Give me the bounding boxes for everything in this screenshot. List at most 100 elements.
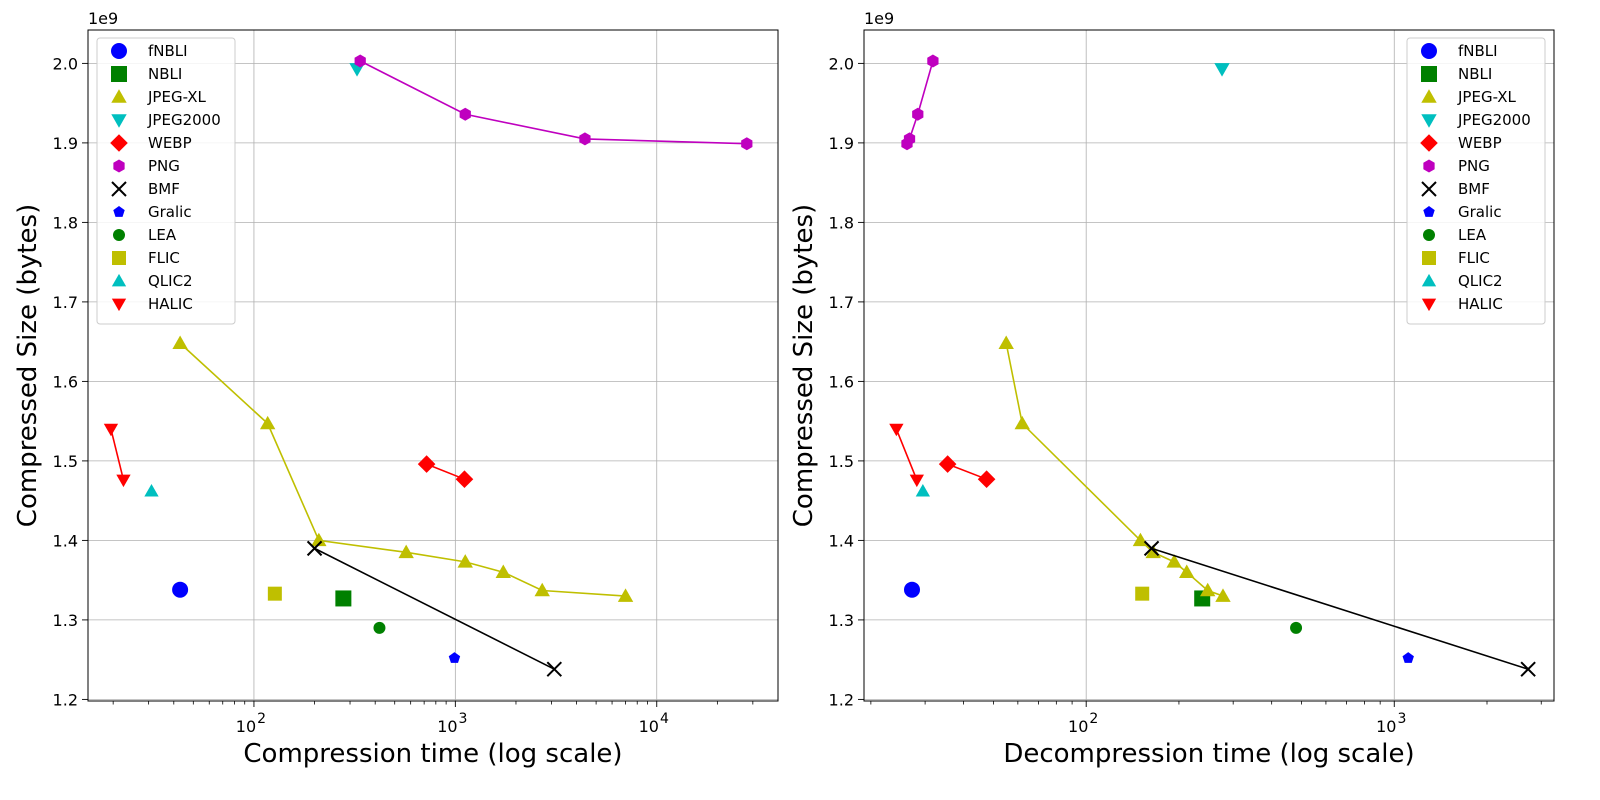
chart-panel-1: 102 103 104 1.2 1.3 1.4 1.5 1.6 1.7 1.8 1.9 2.0 1e9 C… bbox=[13, 9, 779, 769]
legend-label-fnbli: fNBLI bbox=[1458, 42, 1498, 60]
data-point-jpeg-xl bbox=[1132, 532, 1149, 547]
x-tick-exponent: 3 bbox=[1397, 711, 1406, 727]
legend-marker-nbli bbox=[1421, 66, 1437, 82]
x-tick-label: 102 bbox=[236, 711, 266, 736]
plot-frame bbox=[87, 29, 779, 702]
x-tick-exponent: 2 bbox=[1089, 711, 1098, 727]
data-point-halic bbox=[103, 423, 119, 437]
legend-label-halic: HALIC bbox=[148, 295, 193, 313]
y-tick-label: 1.6 bbox=[53, 372, 78, 391]
legend: fNBLI NBLI JPEG-XL JPEG2000 WEBP PNG BMF Gralic… bbox=[1406, 37, 1546, 325]
legend-marker-halic bbox=[111, 298, 127, 312]
y-tick-label: 1.2 bbox=[829, 690, 854, 709]
series-line-jpeg-xl bbox=[179, 342, 626, 597]
data-point-jpeg-xl bbox=[172, 335, 188, 350]
legend-label-jpeg-xl: JPEG-XL bbox=[147, 88, 207, 106]
legend-label-jpeg-xl: JPEG-XL bbox=[1457, 88, 1517, 106]
data-point-jpeg2000 bbox=[1214, 63, 1230, 77]
legend-label-gralic: Gralic bbox=[148, 203, 192, 221]
data-point-webp bbox=[455, 470, 474, 488]
legend-label-flic: FLIC bbox=[1458, 249, 1490, 267]
data-point-jpeg-xl bbox=[998, 335, 1014, 350]
y-tick-label: 2.0 bbox=[829, 54, 854, 73]
x-axis-title: Decompression time (log scale) bbox=[1003, 739, 1414, 769]
data-point-qlic2 bbox=[144, 483, 159, 497]
legend-label-fnbli: fNBLI bbox=[148, 42, 188, 60]
legend-marker-flic bbox=[1422, 251, 1436, 265]
y-axis-title: Compressed Size (bytes) bbox=[13, 204, 43, 527]
data-point-png bbox=[912, 107, 924, 121]
data-point-webp bbox=[417, 455, 436, 473]
data-layer bbox=[103, 54, 753, 677]
legend-marker-gralic bbox=[113, 206, 125, 217]
data-point-jpeg-xl bbox=[617, 588, 634, 602]
legend-marker-webp bbox=[1420, 134, 1438, 152]
legend-label-webp: WEBP bbox=[148, 134, 192, 152]
legend-label-nbli: NBLI bbox=[148, 65, 182, 83]
legend-label-qlic2: QLIC2 bbox=[148, 272, 193, 290]
y-tick-label: 1.3 bbox=[829, 611, 854, 630]
data-point-jpeg-xl bbox=[1166, 554, 1182, 568]
data-point-jpeg-xl bbox=[495, 564, 511, 578]
legend-label-flic: FLIC bbox=[148, 249, 180, 267]
legend-label-png: PNG bbox=[1458, 157, 1490, 175]
data-point-flic bbox=[1135, 586, 1150, 601]
data-point-bmf bbox=[1143, 540, 1160, 557]
legend-marker-lea bbox=[113, 229, 125, 241]
data-point-flic bbox=[267, 586, 282, 601]
series-line-halic bbox=[895, 428, 918, 481]
series-line-halic bbox=[110, 428, 125, 481]
data-point-jpeg-xl bbox=[534, 582, 550, 597]
data-point-jpeg-xl bbox=[1215, 588, 1231, 602]
y-offset-label: 1e9 bbox=[864, 9, 894, 28]
legend-label-jpeg2000: JPEG2000 bbox=[1457, 111, 1531, 129]
y-tick-label: 2.0 bbox=[53, 54, 78, 73]
x-tick-exponent: 3 bbox=[459, 711, 468, 727]
legend-marker-png bbox=[1423, 159, 1435, 173]
legend-label-qlic2: QLIC2 bbox=[1458, 272, 1503, 290]
data-point-bmf bbox=[1520, 661, 1536, 677]
x-tick-label: 103 bbox=[1376, 711, 1406, 736]
plot-frame bbox=[863, 29, 1555, 702]
x-tick-label: 104 bbox=[639, 711, 669, 736]
legend-label-halic: HALIC bbox=[1458, 295, 1503, 313]
legend-marker-flic bbox=[112, 251, 126, 265]
data-point-bmf bbox=[306, 540, 323, 557]
x-tick-exponent: 2 bbox=[257, 711, 266, 727]
legend-marker-nbli bbox=[111, 66, 127, 82]
legend-marker-gralic bbox=[1423, 206, 1435, 217]
legend-marker-halic bbox=[1421, 298, 1437, 312]
legend-marker-bmf bbox=[111, 181, 127, 197]
legend-marker-webp bbox=[110, 134, 128, 152]
y-offset-label: 1e9 bbox=[88, 9, 118, 28]
legend-marker-jpeg-xl bbox=[111, 89, 127, 103]
series-line-bmf bbox=[314, 547, 555, 670]
legend-label-gralic: Gralic bbox=[1458, 203, 1502, 221]
legend-marker-qlic2 bbox=[1421, 273, 1437, 287]
data-point-jpeg-xl bbox=[457, 554, 473, 568]
legend-label-webp: WEBP bbox=[1458, 134, 1502, 152]
data-point-jpeg-xl bbox=[398, 544, 414, 559]
y-tick-label: 1.2 bbox=[53, 690, 78, 709]
data-point-webp bbox=[977, 470, 996, 488]
data-point-bmf bbox=[546, 661, 563, 677]
series-line-webp bbox=[426, 463, 465, 480]
legend-marker-fnbli bbox=[1421, 43, 1437, 59]
legend: fNBLI NBLI JPEG-XL JPEG2000 WEBP PNG BMF Gralic… bbox=[96, 37, 236, 325]
y-axis-title: Compressed Size (bytes) bbox=[789, 204, 819, 527]
legend-label-png: PNG bbox=[148, 157, 180, 175]
y-tick-label: 1.4 bbox=[53, 531, 78, 550]
data-point-png bbox=[459, 107, 471, 121]
legend-marker-bmf bbox=[1421, 181, 1437, 197]
y-tick-label: 1.8 bbox=[53, 213, 78, 232]
x-tick-label: 103 bbox=[437, 711, 467, 736]
legend-box bbox=[96, 37, 236, 325]
chart-panel-2: 102 103 1.2 1.3 1.4 1.5 1.6 1.7 1.8 1.9 2.0 1e9 Deco… bbox=[789, 9, 1555, 769]
data-point-fnbli bbox=[904, 581, 921, 598]
y-tick-label: 1.7 bbox=[53, 293, 78, 312]
legend-label-bmf: BMF bbox=[148, 180, 180, 198]
legend-marker-png bbox=[113, 159, 125, 173]
data-point-png bbox=[927, 54, 939, 68]
data-point-lea bbox=[373, 621, 386, 634]
y-tick-label: 1.6 bbox=[829, 372, 854, 391]
